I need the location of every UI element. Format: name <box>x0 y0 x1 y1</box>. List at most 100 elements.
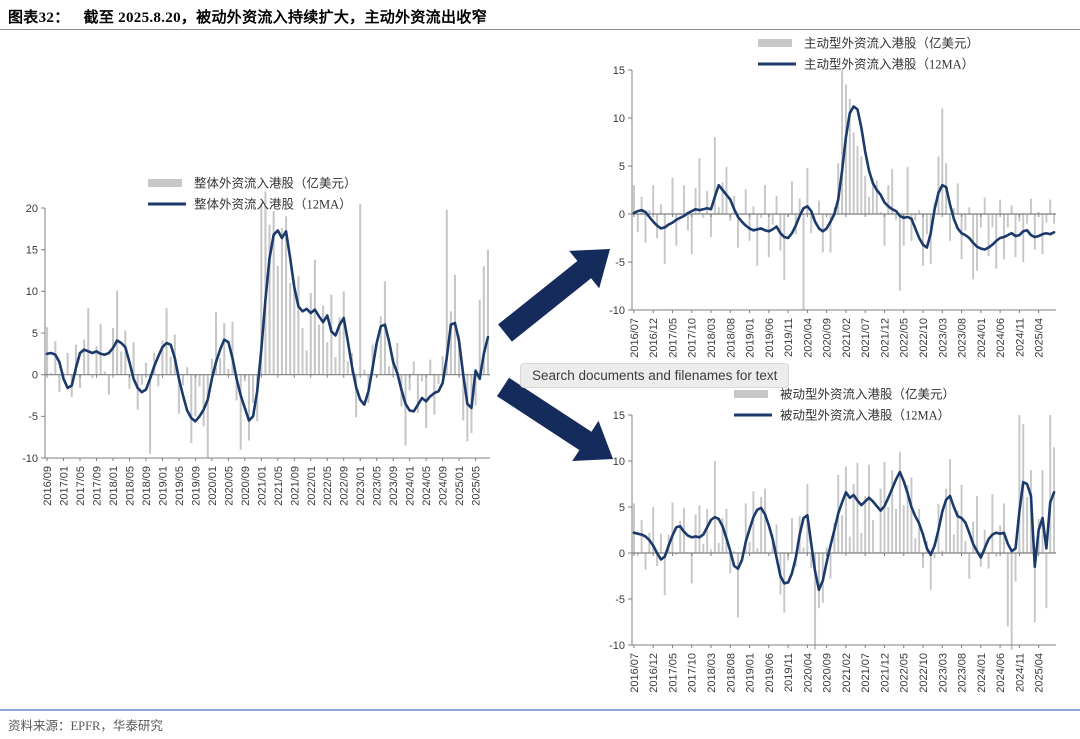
svg-text:2023/08: 2023/08 <box>957 653 969 693</box>
title-divider <box>0 29 1080 30</box>
svg-text:2022/10: 2022/10 <box>918 653 930 693</box>
x-axis-labels: 2016/07 2016/12 2017/05 2017/10 2018/03 2018/… <box>629 318 1046 358</box>
svg-text:20: 20 <box>26 203 38 215</box>
svg-text:-5: -5 <box>615 257 625 269</box>
svg-text:2018/03: 2018/03 <box>706 318 718 358</box>
svg-text:2022/05: 2022/05 <box>899 653 911 693</box>
y-axis-labels: 15 10 5 0 -5 -10 <box>609 65 625 317</box>
svg-text:2025/01: 2025/01 <box>454 466 466 506</box>
svg-text:2016/07: 2016/07 <box>629 653 641 693</box>
svg-text:2024/06: 2024/06 <box>995 318 1007 358</box>
svg-text:2019/01: 2019/01 <box>745 318 757 358</box>
svg-text:2024/06: 2024/06 <box>995 653 1007 693</box>
svg-text:2022/10: 2022/10 <box>918 318 930 358</box>
svg-text:2021/02: 2021/02 <box>841 318 853 358</box>
arrow-to-passive <box>497 377 613 461</box>
svg-text:2018/05: 2018/05 <box>124 466 136 506</box>
svg-text:15: 15 <box>613 410 625 422</box>
y-axis-labels: 20 15 10 5 0 -5 -10 <box>22 203 38 465</box>
svg-text:2023/08: 2023/08 <box>957 318 969 358</box>
svg-text:2019/06: 2019/06 <box>764 318 776 358</box>
y-axis-labels: 15 10 5 0 -5 -10 <box>609 410 625 652</box>
svg-text:2016/12: 2016/12 <box>648 653 660 693</box>
legend-bar-swatch <box>734 390 768 398</box>
legend-line-swatch <box>148 202 186 206</box>
svg-text:2022/01: 2022/01 <box>306 466 318 506</box>
svg-text:2024/01: 2024/01 <box>976 318 988 358</box>
svg-text:-10: -10 <box>609 305 625 317</box>
legend-label: 被动型外资流入港股（亿美元） <box>780 387 955 402</box>
svg-text:2022/09: 2022/09 <box>339 466 351 506</box>
footer-divider <box>0 709 1080 711</box>
svg-text:2025/05: 2025/05 <box>471 466 483 506</box>
svg-text:2021/05: 2021/05 <box>273 466 285 506</box>
legend-label: 主动型外资流入港股（亿美元） <box>804 36 979 51</box>
svg-text:2024/11: 2024/11 <box>1014 653 1026 692</box>
svg-text:2019/01: 2019/01 <box>157 466 169 506</box>
svg-text:0: 0 <box>32 369 38 381</box>
ma-line-series <box>632 470 1056 592</box>
svg-text:2024/05: 2024/05 <box>421 466 433 506</box>
svg-text:2021/07: 2021/07 <box>860 653 872 693</box>
bars-series <box>632 70 1056 310</box>
svg-text:-5: -5 <box>28 411 38 423</box>
svg-text:2019/05: 2019/05 <box>174 466 186 506</box>
svg-text:0: 0 <box>619 548 625 560</box>
svg-text:2017/10: 2017/10 <box>687 318 699 358</box>
legend-label: 整体外资流入港股（亿美元） <box>194 176 357 191</box>
svg-text:2020/09: 2020/09 <box>822 318 834 358</box>
y-axis <box>41 207 46 459</box>
svg-text:2023/03: 2023/03 <box>937 653 949 693</box>
svg-text:2021/02: 2021/02 <box>841 653 853 693</box>
svg-text:2017/05: 2017/05 <box>667 653 679 693</box>
svg-text:2018/09: 2018/09 <box>141 466 153 506</box>
figure-title-text: 截至 2025.8.20，被动外资流入持续扩大，主动外资流出收窄 <box>83 10 487 26</box>
svg-text:2020/09: 2020/09 <box>240 466 252 506</box>
y-axis <box>628 414 633 646</box>
svg-text:2019/09: 2019/09 <box>190 466 202 506</box>
overall-flow-chart: 20 15 10 5 0 -5 -10 2016/09 2017/01 2017/05 2017/0… <box>22 176 490 506</box>
svg-text:2017/05: 2017/05 <box>667 318 679 358</box>
svg-text:10: 10 <box>613 456 625 468</box>
bars-series <box>46 191 489 458</box>
svg-text:-10: -10 <box>609 640 625 652</box>
svg-text:2024/11: 2024/11 <box>1014 318 1026 357</box>
svg-text:-5: -5 <box>615 594 625 606</box>
svg-text:2023/09: 2023/09 <box>388 466 400 506</box>
figure-title: 图表32： 截至 2025.8.20，被动外资流入持续扩大，主动外资流出收窄 <box>8 6 487 27</box>
svg-text:5: 5 <box>32 328 38 340</box>
y-axis <box>628 69 633 311</box>
svg-text:2023/03: 2023/03 <box>937 318 949 358</box>
svg-text:2022/05: 2022/05 <box>322 466 334 506</box>
svg-text:2024/01: 2024/01 <box>976 653 988 693</box>
legend-line-swatch <box>758 62 796 66</box>
svg-text:2019/11: 2019/11 <box>783 318 795 357</box>
svg-text:2025/04: 2025/04 <box>1034 653 1046 693</box>
x-axis <box>632 213 1056 313</box>
svg-text:2020/09: 2020/09 <box>822 653 834 693</box>
svg-text:2019/06: 2019/06 <box>764 653 776 693</box>
svg-text:2020/05: 2020/05 <box>223 466 235 506</box>
bars-series <box>632 415 1056 650</box>
svg-text:2017/10: 2017/10 <box>687 653 699 693</box>
svg-text:2024/09: 2024/09 <box>438 466 450 506</box>
svg-text:15: 15 <box>26 244 38 256</box>
svg-text:2017/01: 2017/01 <box>59 466 71 506</box>
svg-text:2018/08: 2018/08 <box>725 653 737 693</box>
x-axis <box>632 552 1056 648</box>
svg-text:2016/07: 2016/07 <box>629 318 641 358</box>
svg-text:2025/04: 2025/04 <box>1034 318 1046 358</box>
svg-text:2020/04: 2020/04 <box>802 318 814 358</box>
svg-text:2016/12: 2016/12 <box>648 318 660 358</box>
svg-text:2016/09: 2016/09 <box>42 466 54 506</box>
legend: 被动型外资流入港股（亿美元） 被动型外资流入港股（12MA） <box>734 387 955 423</box>
legend-bar-swatch <box>148 179 182 187</box>
svg-text:10: 10 <box>26 286 38 298</box>
legend: 主动型外资流入港股（亿美元） 主动型外资流入港股（12MA） <box>758 36 979 72</box>
svg-text:15: 15 <box>613 65 625 77</box>
svg-text:2021/01: 2021/01 <box>256 466 268 506</box>
svg-text:0: 0 <box>619 209 625 221</box>
arrow-to-active <box>498 249 610 342</box>
svg-text:2018/01: 2018/01 <box>108 466 120 506</box>
